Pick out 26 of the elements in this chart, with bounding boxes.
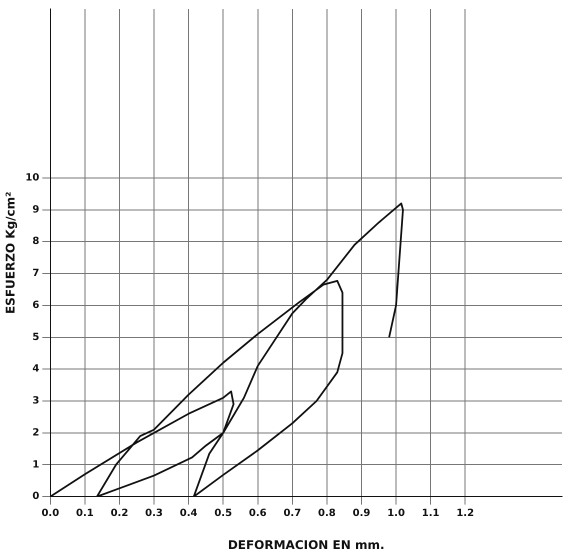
y-tick-label: 5 [32, 332, 40, 343]
y-tick-label: 2 [32, 427, 40, 438]
y-tick-label: 8 [32, 236, 40, 248]
x-tick-label: 0.5 [214, 508, 232, 520]
x-tick-label: 0.1 [76, 508, 94, 520]
y-tick-label: 7 [32, 268, 40, 280]
x-tick-label: 0.3 [145, 508, 163, 520]
y-tick-label: 3 [32, 396, 40, 407]
x-tick-label: 1.0 [387, 508, 405, 520]
x-tick-label: 1.2 [456, 508, 474, 520]
x-tick-label: 0.8 [318, 508, 336, 520]
x-tick-label: 0.0 [41, 508, 60, 520]
y-tick-label: 9 [32, 204, 40, 216]
x-tick-label: 0.2 [110, 508, 128, 520]
x-tick-label: 0.4 [180, 508, 198, 520]
x-tick-label: 1.1 [422, 508, 440, 520]
y-tick-label: 10 [25, 172, 40, 184]
x-tick-label: 0.6 [248, 508, 267, 520]
y-tick-label: 4 [32, 364, 40, 375]
x-axis-title: DEFORMACION EN mm. [228, 538, 385, 552]
y-tick-label: 1 [32, 459, 40, 470]
y-tick-label: 0 [32, 491, 40, 502]
y-tick-label: 6 [32, 300, 40, 311]
x-tick-label: 0.7 [283, 508, 302, 520]
x-tick-label: 0.9 [352, 508, 370, 520]
y-axis-title: ESFUERZO Kg/cm² [3, 192, 18, 314]
